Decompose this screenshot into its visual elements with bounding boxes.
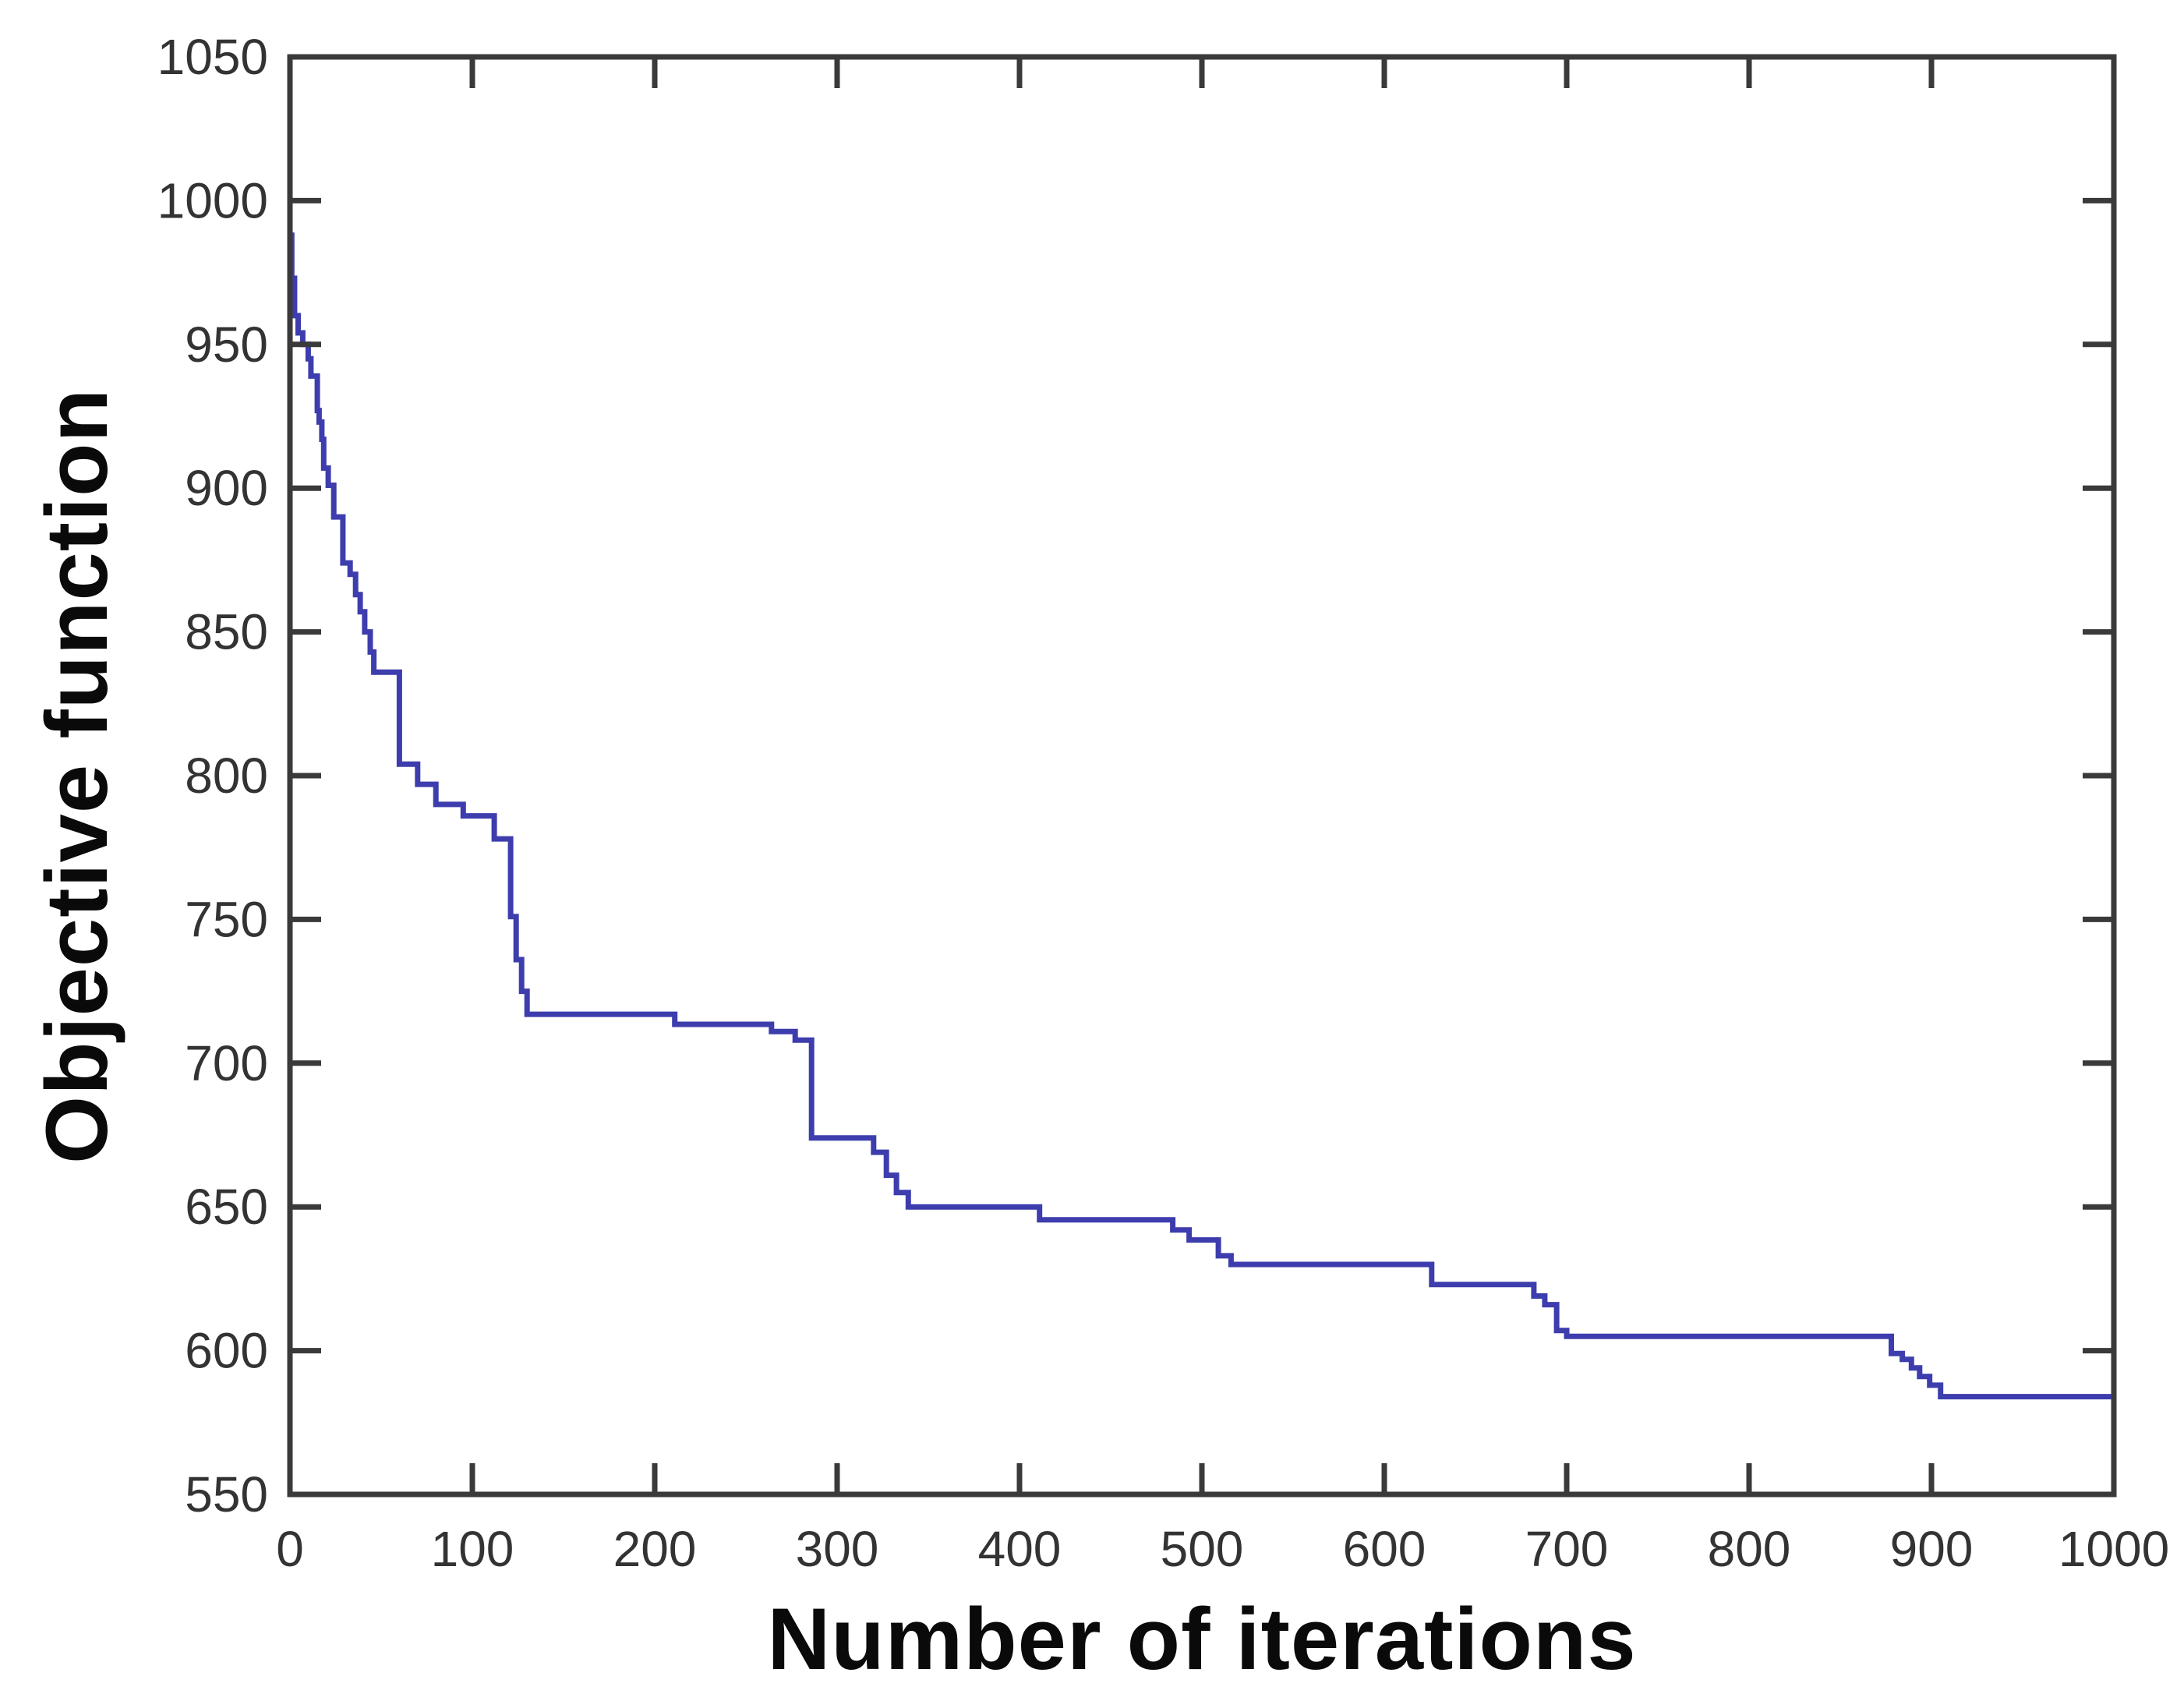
x-tick-label: 100 (431, 1521, 514, 1577)
x-tick-label: 0 (276, 1521, 304, 1577)
x-axis-title: Number of iterations (767, 1590, 1637, 1688)
x-tick-label: 900 (1890, 1521, 1974, 1577)
objective-curve (288, 232, 2114, 1400)
plot-area (290, 57, 2114, 1494)
y-tick-label: 750 (185, 891, 268, 947)
y-axis-title-container: Objective function (14, 57, 139, 1494)
x-tick-label: 300 (796, 1521, 879, 1577)
x-tick-label: 700 (1525, 1521, 1609, 1577)
y-tick-label: 950 (185, 316, 268, 373)
y-tick-label: 650 (185, 1179, 268, 1235)
x-tick-label: 400 (978, 1521, 1062, 1577)
x-tick-label: 800 (1708, 1521, 1791, 1577)
y-tick-label: 700 (185, 1035, 268, 1091)
x-tick-label: 200 (613, 1521, 697, 1577)
y-tick-label: 600 (185, 1323, 268, 1379)
y-tick-label: 550 (185, 1466, 268, 1522)
x-tick-label: 600 (1343, 1521, 1426, 1577)
y-axis-title: Objective function (27, 387, 125, 1164)
x-tick-label: 1000 (2059, 1521, 2169, 1577)
y-tick-label: 1000 (157, 172, 268, 228)
y-tick-label: 800 (185, 748, 268, 804)
y-tick-label: 1050 (157, 29, 268, 85)
y-tick-label: 850 (185, 604, 268, 660)
x-tick-label: 500 (1161, 1521, 1244, 1577)
y-tick-label: 900 (185, 460, 268, 516)
